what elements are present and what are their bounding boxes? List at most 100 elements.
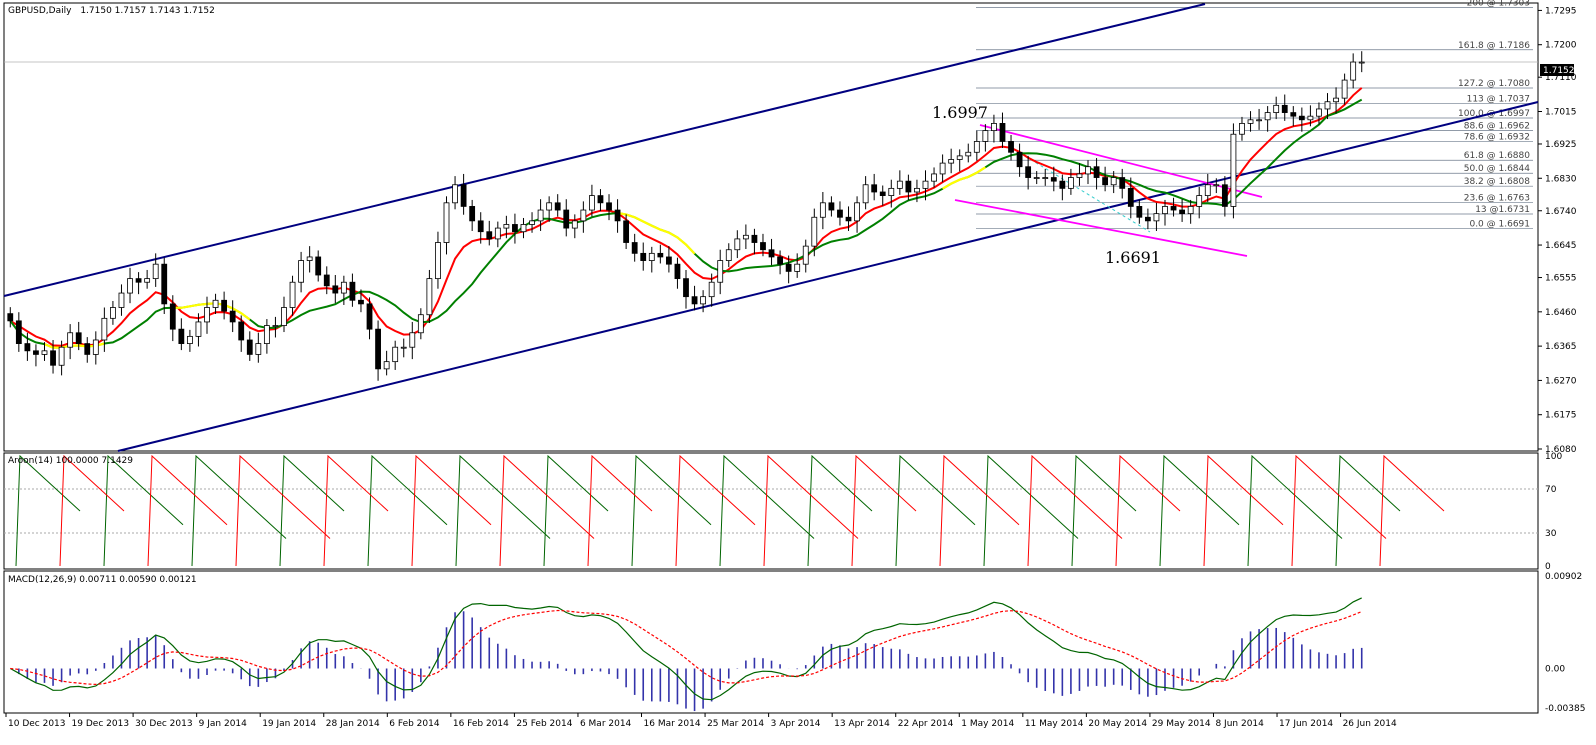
candle-body (477, 220, 484, 233)
candle-body (1239, 123, 1245, 135)
candle-body (691, 296, 698, 305)
candle-body (742, 234, 749, 240)
candle-body (298, 260, 304, 283)
candle-body (212, 299, 219, 308)
date-tick-label: 6 Mar 2014 (580, 719, 632, 729)
candle-body (1153, 213, 1160, 222)
candle-body (580, 209, 587, 222)
date-tick-label: 9 Jan 2014 (199, 719, 247, 729)
candle-body (195, 321, 202, 337)
fib-label: 50.0 @ 1.6844 (1464, 164, 1531, 174)
date-tick-label: 22 Apr 2014 (898, 719, 954, 729)
candle-body (1050, 177, 1057, 182)
aroon-tick-label: 0 (1545, 562, 1551, 572)
candle-body (281, 307, 287, 326)
candle-body (375, 328, 381, 370)
candle-body (503, 224, 510, 229)
candle-body (1179, 209, 1186, 215)
price-badge (1540, 64, 1574, 76)
candle-body (41, 350, 48, 355)
candle-body (1298, 115, 1305, 121)
lower-channel-line (117, 101, 1539, 452)
price-tick-label: 1.6270 (1545, 376, 1577, 386)
candle-body (1316, 108, 1322, 117)
candle-body (939, 162, 946, 175)
candle-body (452, 184, 458, 204)
candle-body (837, 209, 843, 218)
candle-body (1016, 151, 1023, 168)
price-tick-label: 1.7200 (1545, 41, 1577, 51)
aroon-tick-label: 30 (1545, 529, 1557, 539)
fib-label: 61.8 @ 1.6880 (1464, 151, 1531, 161)
price-tick-label: 1.7015 (1545, 107, 1577, 117)
candle-body (383, 361, 390, 370)
candle-body (1256, 119, 1262, 122)
candle-body (1196, 195, 1203, 207)
candle-body (1350, 61, 1357, 81)
candle-body (1136, 206, 1143, 218)
candle-body (92, 339, 99, 355)
candle-body (845, 216, 852, 222)
candle-body (144, 278, 151, 283)
candle-body (229, 310, 236, 323)
candle-body (1059, 180, 1066, 189)
macd-title: MACD(12,26,9) 0.00711 0.00590 0.00121 (8, 575, 197, 585)
price-tick-label: 1.6365 (1545, 342, 1577, 352)
price-tick-label: 1.6080 (1545, 445, 1577, 455)
candle-body (1273, 104, 1280, 113)
price-tick-label: 1.6645 (1545, 241, 1577, 251)
candle-body (1076, 173, 1083, 178)
date-tick-label: 29 May 2014 (1152, 719, 1211, 729)
date-tick-label: 17 Jun 2014 (1279, 719, 1333, 729)
aroon-down-line (59, 454, 1445, 567)
dotted-retracement (1014, 149, 1151, 233)
candle-body (734, 238, 741, 251)
candle-body (717, 260, 724, 283)
candle-body (204, 307, 210, 323)
candle-body (1221, 184, 1228, 207)
candle-body (306, 256, 313, 261)
macd-panel (3, 570, 1539, 714)
date-tick-label: 11 May 2014 (1025, 719, 1084, 729)
fib-label: 161.8 @ 1.7186 (1458, 41, 1530, 51)
date-tick-label: 1 May 2014 (961, 719, 1014, 729)
candle-body (1307, 115, 1314, 121)
fib-label: 38.2 @ 1.6808 (1464, 177, 1531, 187)
candle-body (340, 281, 347, 294)
price-tick-label: 1.6740 (1545, 207, 1577, 217)
candle-body (991, 123, 997, 132)
candle-body (537, 209, 544, 222)
aroon-title: Aroon(14) 100.0000 7.1429 (8, 456, 133, 466)
candle-body (84, 343, 91, 355)
candle-body (597, 195, 604, 204)
fibonacci-levels: 200 @ 1.7303 161.8 @ 1.7186 127.2 @ 1.7080… (4, 0, 1538, 229)
candle-body (1110, 177, 1117, 186)
candle-body (1162, 206, 1168, 215)
aroon-up-line (15, 454, 1401, 567)
candle-body (512, 224, 518, 233)
candle-body (640, 252, 647, 261)
candle-body (520, 224, 527, 233)
candle-body (973, 141, 980, 153)
fib-label: 100.0 @ 1.6997 (1458, 109, 1530, 119)
price-tick-label: 1.6175 (1545, 411, 1577, 421)
candle-body (7, 313, 14, 322)
candle-body (854, 202, 860, 222)
candle-body (255, 343, 262, 355)
candle-body (67, 332, 74, 348)
candle-body (648, 252, 655, 261)
date-axis: 10 Dec 2013 19 Dec 2013 30 Dec 2013 9 Jan 2… (5, 713, 1397, 729)
candle-body (1102, 177, 1109, 186)
price-tick-label: 1.7295 (1545, 6, 1577, 16)
candle-body (1033, 177, 1040, 179)
yellow-moving-average-segment (172, 302, 251, 321)
candle-body (828, 202, 835, 211)
candle-body (794, 263, 801, 272)
price-tick-label: 1.6460 (1545, 308, 1577, 318)
candle-body (1264, 112, 1271, 121)
candle-body (965, 151, 972, 157)
candles (7, 51, 1365, 381)
candle-body (323, 274, 330, 287)
candle-body (443, 202, 450, 243)
